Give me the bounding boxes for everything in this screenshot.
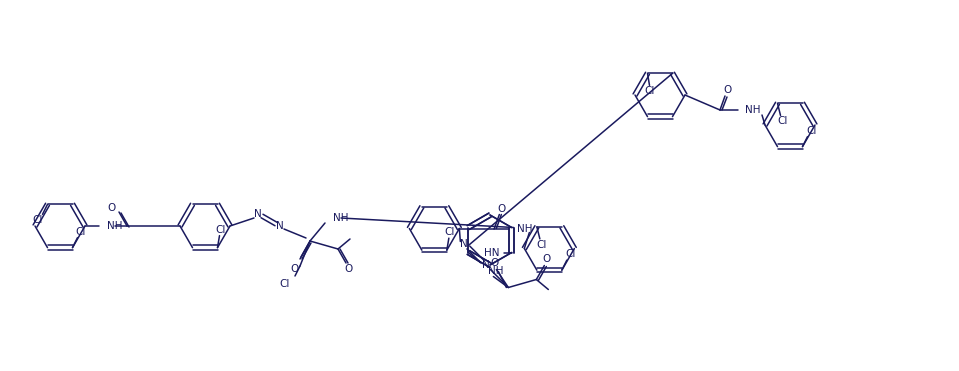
- Text: NH: NH: [517, 223, 533, 233]
- Text: N: N: [460, 239, 468, 249]
- Text: HN: HN: [484, 247, 500, 257]
- Text: N: N: [254, 209, 262, 219]
- Text: O: O: [497, 204, 505, 213]
- Text: Cl: Cl: [566, 249, 576, 259]
- Text: Cl: Cl: [216, 225, 225, 234]
- Text: N: N: [276, 221, 284, 231]
- Text: O: O: [107, 203, 116, 213]
- Text: Cl: Cl: [537, 240, 547, 250]
- Text: Cl: Cl: [445, 227, 455, 237]
- Text: O: O: [542, 255, 550, 265]
- Text: N: N: [482, 260, 490, 270]
- Text: NH: NH: [488, 266, 503, 276]
- Text: Cl: Cl: [33, 215, 43, 225]
- Text: O: O: [290, 264, 298, 274]
- Text: Cl: Cl: [778, 116, 787, 127]
- Text: O: O: [723, 85, 731, 95]
- Text: NH: NH: [107, 221, 123, 231]
- Text: O: O: [490, 259, 499, 269]
- Text: O: O: [344, 264, 352, 274]
- Text: Cl: Cl: [807, 126, 817, 136]
- Text: Cl: Cl: [280, 279, 291, 289]
- Text: Cl: Cl: [644, 86, 655, 96]
- Text: NH: NH: [745, 105, 760, 115]
- Text: Cl: Cl: [76, 227, 85, 237]
- Text: NH: NH: [333, 213, 348, 223]
